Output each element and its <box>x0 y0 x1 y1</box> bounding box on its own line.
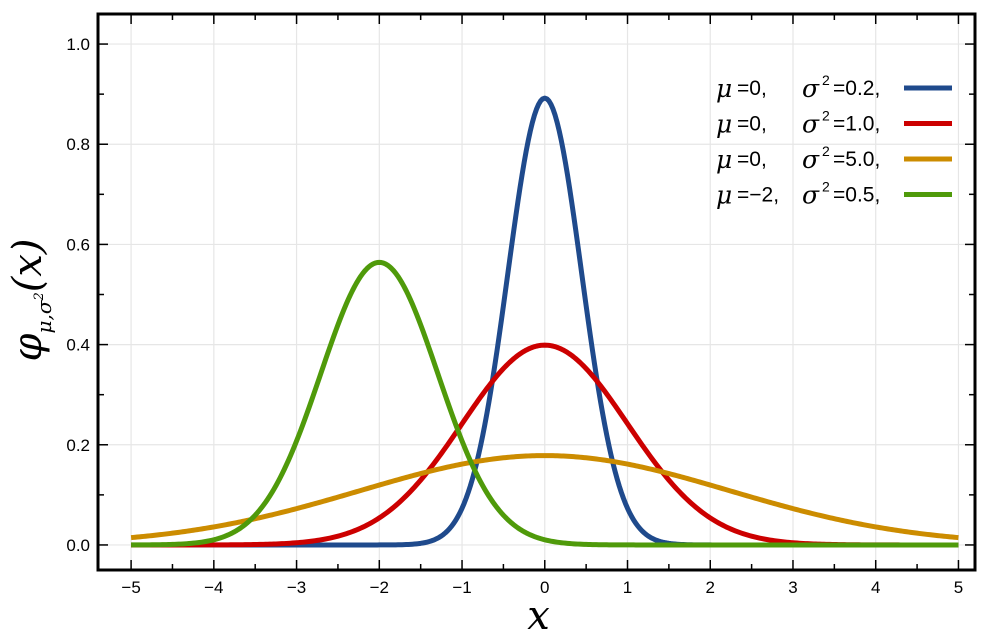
x-tick-label: −5 <box>121 578 140 597</box>
y-axis-title-sub-sigma: σ <box>32 299 56 314</box>
x-tick-label: 3 <box>788 578 797 597</box>
x-tick-label: 5 <box>954 578 963 597</box>
y-tick-labels: 0.0 0.2 0.4 0.6 0.8 1.0 <box>66 35 90 555</box>
legend-sigma-symbol: σ <box>802 145 820 174</box>
legend-mu-value: =0, <box>737 77 767 100</box>
y-axis-title-phi: φ <box>5 334 51 362</box>
y-tick-label: 0.0 <box>66 536 90 555</box>
x-tick-labels: −5 −4 −3 −2 −1 0 1 2 3 4 5 <box>121 578 963 597</box>
curve-series-3 <box>130 453 959 541</box>
legend-sigma-sup: 2 <box>822 108 830 124</box>
y-axis-title: φμ,σ2(x) <box>5 238 56 361</box>
y-axis-title-sub-mu: μ <box>32 321 56 334</box>
legend-sigma-value: =1.0, <box>833 113 880 136</box>
legend-mu-symbol: μ <box>716 110 732 139</box>
y-tick-label: 1.0 <box>66 35 90 54</box>
legend-mu-symbol: μ <box>716 181 732 210</box>
legend-mu-symbol: μ <box>716 145 732 174</box>
legend-sigma-sup: 2 <box>822 179 830 195</box>
y-tick-label: 0.8 <box>66 135 90 154</box>
x-tick-label: −2 <box>370 578 389 597</box>
plot-frame <box>96 12 977 572</box>
x-tick-label: −1 <box>452 578 471 597</box>
x-axis-title: x <box>527 593 550 639</box>
legend-sigma-sup: 2 <box>822 143 830 159</box>
tick-marks <box>98 14 975 570</box>
legend-sigma-value: =5.0, <box>833 148 880 171</box>
legend-sigma-symbol: σ <box>802 181 820 210</box>
x-tick-label: −3 <box>287 578 306 597</box>
x-tick-label: 1 <box>623 578 632 597</box>
x-tick-label: 4 <box>871 578 880 597</box>
legend-sigma-symbol: σ <box>802 110 820 139</box>
curves <box>130 95 959 548</box>
curve-series-4 <box>130 259 959 548</box>
legend-entry-2: μ =0, σ 2 =1.0, <box>716 108 952 139</box>
x-tick-label: 0 <box>540 578 549 597</box>
legend-mu-value: =0, <box>737 148 767 171</box>
x-tick-label: −4 <box>204 578 223 597</box>
y-tick-label: 0.2 <box>66 436 90 455</box>
y-axis-title-sub-comma: , <box>32 314 56 320</box>
y-tick-label: 0.6 <box>66 235 90 254</box>
legend-mu-value: =−2, <box>737 184 779 207</box>
legend-sigma-sup: 2 <box>822 72 830 88</box>
y-axis-title-arg: (x) <box>5 238 51 292</box>
x-tick-label: 2 <box>706 578 715 597</box>
legend-entry-3: μ =0, σ 2 =5.0, <box>716 143 952 174</box>
legend: μ =0, σ 2 =0.2,μ =0, σ 2 =1.0,μ =0, σ 2 =5.0,μ =−2, σ 2… <box>716 72 952 210</box>
legend-mu-value: =0, <box>737 113 767 136</box>
legend-entry-1: μ =0, σ 2 =0.2, <box>716 72 952 103</box>
y-tick-label: 0.4 <box>66 336 90 355</box>
legend-mu-symbol: μ <box>716 74 732 103</box>
legend-entry-4: μ =−2, σ 2 =0.5, <box>716 179 952 210</box>
y-axis-title-sub-sup: 2 <box>32 292 47 301</box>
legend-sigma-value: =0.5, <box>833 184 880 207</box>
legend-sigma-value: =0.2, <box>833 77 880 100</box>
legend-sigma-symbol: σ <box>802 74 820 103</box>
